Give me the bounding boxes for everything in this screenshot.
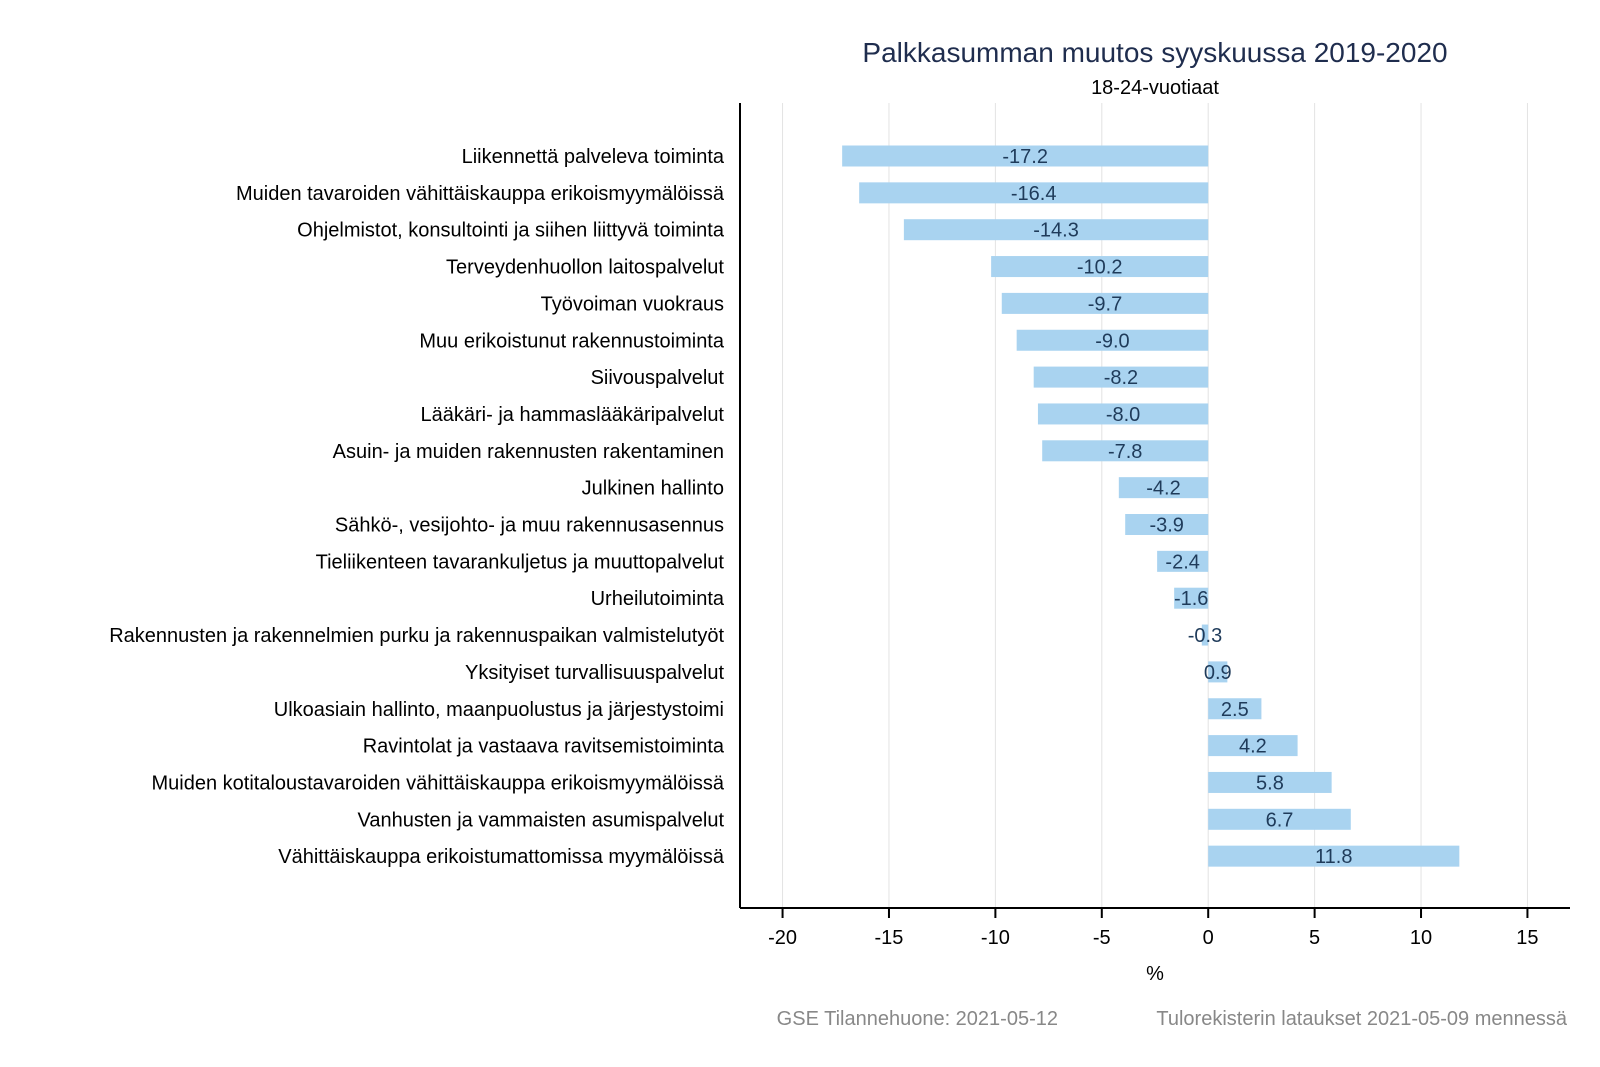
data-label: -4.2 <box>1146 478 1180 500</box>
bar <box>1174 587 1209 609</box>
category-label: Sähkö-, vesijohto- ja muu rakennusasennu… <box>335 515 724 537</box>
data-label: 5.8 <box>1256 772 1284 794</box>
data-label: -0.3 <box>1188 625 1222 647</box>
data-label: 0.9 <box>1204 662 1232 684</box>
category-label: Vähittäiskauppa erikoistumattomissa myym… <box>278 846 725 868</box>
x-axis-ticks: -20 -15 -10 -5 0 5 10 15 <box>768 908 1539 949</box>
category-label: Julkinen hallinto <box>582 478 724 500</box>
chart-title: Palkkasumman muutos syyskuussa 2019-2020 <box>862 37 1447 68</box>
category-label: Lääkäri- ja hammaslääkäripalvelut <box>421 404 725 426</box>
category-label: Terveydenhuollon laitospalvelut <box>446 257 724 279</box>
bar <box>1208 808 1351 830</box>
bar <box>1118 477 1209 499</box>
bar <box>859 182 1209 204</box>
category-label: Liikennettä palveleva toiminta <box>462 146 725 168</box>
bar <box>1201 624 1209 646</box>
category-label: Yksityiset turvallisuuspalvelut <box>465 662 724 684</box>
data-label: -14.3 <box>1033 220 1079 242</box>
bars <box>842 145 1460 867</box>
category-label: Muu erikoistunut rakennustoiminta <box>419 330 724 352</box>
source-left-caption: GSE Tilannehuone: 2021-05-12 <box>777 1008 1058 1030</box>
category-label: Muiden kotitaloustavaroiden vähittäiskau… <box>151 772 724 794</box>
data-label: -9.7 <box>1088 293 1122 315</box>
x-tick-label: 10 <box>1410 927 1432 949</box>
category-labels: Liikennettä palveleva toiminta Muiden tav… <box>109 146 725 868</box>
data-label: -7.8 <box>1108 441 1142 463</box>
data-label: -8.2 <box>1104 367 1138 389</box>
bar <box>1157 550 1209 572</box>
data-label: -16.4 <box>1011 183 1057 205</box>
source-right-caption: Tulorekisterin lataukset 2021-05-09 menn… <box>1156 1008 1567 1030</box>
data-label: 6.7 <box>1266 809 1294 831</box>
value-labels: -17.2 -16.4 -14.3 -10.2 -9.7 -9.0 -8.2 -8.0 -7.8… <box>1002 146 1352 868</box>
bar <box>1037 403 1209 425</box>
bar <box>1001 292 1209 314</box>
bar <box>1042 440 1209 462</box>
data-label: -17.2 <box>1002 146 1048 168</box>
category-label: Asuin- ja muiden rakennusten rakentamine… <box>333 441 724 463</box>
x-tick-label: 15 <box>1516 927 1538 949</box>
data-label: -10.2 <box>1077 257 1123 279</box>
bar <box>1208 845 1460 867</box>
x-axis-title: % <box>1146 963 1164 985</box>
data-label: -8.0 <box>1106 404 1140 426</box>
bar <box>1208 698 1262 720</box>
bar <box>1125 514 1209 535</box>
x-tick-label: -20 <box>768 927 797 949</box>
data-label: 4.2 <box>1239 736 1267 758</box>
category-label: Vanhusten ja vammaisten asumispalvelut <box>358 809 725 831</box>
category-label: Urheilutoiminta <box>591 588 725 610</box>
category-label: Ravintolat ja vastaava ravitsemistoimint… <box>363 736 725 758</box>
bar <box>1208 771 1332 793</box>
category-label: Muiden tavaroiden vähittäiskauppa erikoi… <box>236 183 725 205</box>
category-label: Rakennusten ja rakennelmien purku ja rak… <box>109 625 724 647</box>
bar <box>991 256 1209 278</box>
category-label: Ulkoasiain hallinto, maanpuolustus ja jä… <box>274 699 724 721</box>
data-label: -2.4 <box>1165 551 1199 573</box>
category-label: Ohjelmistot, konsultointi ja siihen liit… <box>297 220 725 242</box>
x-tick-label: 5 <box>1309 927 1320 949</box>
bar <box>1208 735 1298 757</box>
bar <box>1208 661 1228 683</box>
bar <box>903 219 1209 241</box>
bar <box>1016 329 1209 351</box>
category-label: Työvoiman vuokraus <box>541 293 724 315</box>
category-label: Tieliikenteen tavarankuljetus ja muuttop… <box>316 551 725 573</box>
bar <box>842 145 1209 167</box>
bar <box>1033 366 1209 388</box>
data-label: -3.9 <box>1149 515 1183 537</box>
x-tick-label: -10 <box>981 927 1010 949</box>
category-label: Siivouspalvelut <box>591 367 725 389</box>
data-label: 11.8 <box>1315 846 1352 868</box>
x-tick-label: -15 <box>875 927 904 949</box>
x-tick-label: 0 <box>1203 927 1214 949</box>
x-tick-label: -5 <box>1093 927 1111 949</box>
data-label: -9.0 <box>1095 330 1129 352</box>
data-label: -1.6 <box>1174 588 1208 610</box>
chart-subtitle: 18-24-vuotiaat <box>1091 77 1219 99</box>
data-label: 2.5 <box>1221 699 1249 721</box>
